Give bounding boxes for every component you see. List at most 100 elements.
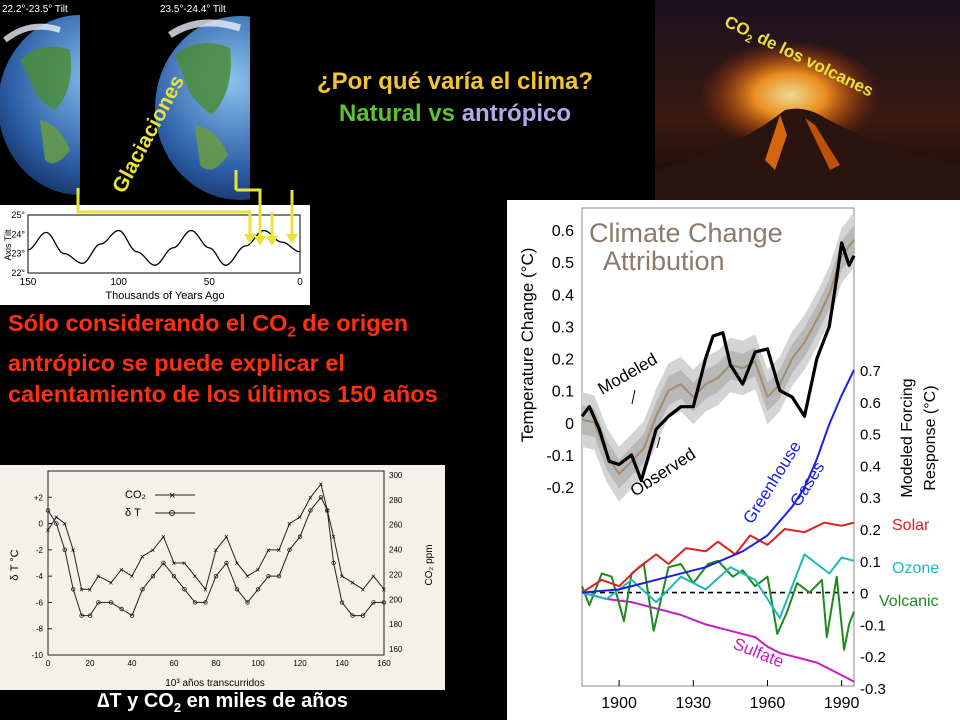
vostok-legend: CO₂ × δ T — [125, 489, 195, 519]
attribution-series-sulfate — [581, 591, 855, 683]
vostok-point-co2: × — [88, 585, 93, 594]
vostok-point-co2: × — [140, 552, 145, 561]
vostok-legend-dt: δ T — [125, 507, 141, 519]
vostok-point-co2: × — [96, 572, 101, 581]
vostok-point-co2: × — [382, 585, 387, 594]
vostok-point-dt — [266, 573, 271, 579]
vostok-series-co2 — [47, 482, 385, 591]
attribution-y2label-1: Modeled Forcing — [899, 378, 916, 497]
vostok-point-co2: × — [119, 566, 124, 575]
vostok-point-dt — [54, 521, 59, 526]
vostok-ylabel: δ T °C — [9, 549, 21, 580]
vostok-xtick: 40 — [128, 659, 137, 668]
axis-tilt-ytick: 22° — [11, 268, 25, 278]
attribution-xtick: 1990 — [824, 695, 860, 712]
vostok-point-co2: × — [161, 533, 166, 542]
attribution-series-solar — [581, 521, 855, 594]
svg-text:×: × — [169, 490, 175, 502]
vostok-point-co2: × — [54, 513, 59, 522]
vostok-point-dt — [203, 600, 208, 605]
attribution-y2tick: -0.3 — [860, 681, 886, 698]
vostok-point-co2: × — [172, 559, 177, 568]
vostok-point-co2: × — [46, 526, 51, 535]
axis-tilt-xtick: 150 — [20, 277, 37, 288]
vostok-xtick: 20 — [86, 659, 95, 668]
attribution-series-modeled — [581, 238, 855, 476]
annotation-solar: Solar — [892, 517, 930, 534]
vostok-point-dt — [276, 573, 282, 579]
vostok-ytick: 0 — [39, 520, 44, 529]
attribution-y2tick: 0.3 — [860, 490, 881, 507]
vostok-point-dt — [331, 560, 336, 566]
vostok-point-co2: × — [277, 546, 282, 555]
axis-tilt-ytick: 25° — [11, 210, 25, 220]
climate-attribution-chart: Climate Change Attribution Temperature C… — [507, 200, 960, 720]
vostok-point-co2: × — [350, 579, 355, 588]
vostok-point-co2: × — [71, 546, 76, 555]
vostok-point-dt — [62, 547, 68, 553]
vostok-point-dt — [140, 587, 145, 592]
vostok-point-co2: × — [130, 572, 135, 581]
vostok-point-dt — [108, 600, 114, 605]
vostok-y2tick: 240 — [389, 546, 403, 555]
axis-tilt-xtick: 0 — [297, 277, 303, 288]
vostok-point-dt — [150, 573, 156, 579]
vostok-point-co2: × — [325, 506, 330, 515]
vostok-point-dt — [297, 534, 303, 539]
vostok-point-dt — [129, 613, 135, 618]
attribution-ytick: -0.2 — [546, 480, 574, 497]
vostok-point-co2: × — [224, 533, 229, 542]
vostok-point-dt — [339, 600, 345, 605]
vostok-point-co2: × — [371, 572, 376, 581]
attribution-y2tick: 0 — [860, 586, 868, 603]
attribution-series-greenhouse-gases — [581, 369, 855, 594]
vostok-xtick: 160 — [377, 659, 391, 668]
vostok-point-co2: × — [151, 546, 156, 555]
vostok-point-co2: × — [182, 559, 187, 568]
vostok-xtick: 100 — [251, 659, 265, 668]
vostok-point-dt — [171, 573, 177, 579]
vostok-point-dt — [119, 606, 124, 612]
modeled-uncertainty-band-inner — [582, 225, 854, 489]
vostok-point-co2: × — [340, 572, 345, 581]
vostok-point-dt — [213, 573, 219, 579]
vostok-point-co2: × — [331, 533, 336, 542]
attribution-ytick: 0.4 — [552, 287, 574, 304]
vostok-point-dt — [255, 587, 261, 592]
vostok-point-dt — [96, 600, 101, 605]
axis-tilt-xtick: 50 — [204, 277, 216, 288]
attribution-y2tick: 0.6 — [860, 395, 881, 412]
attribution-y2tick: -0.2 — [860, 649, 886, 666]
attribution-xtick: 1930 — [675, 695, 711, 712]
right-globe-tilt-label: 23.5°-24.4° Tilt — [160, 4, 226, 15]
vostok-xtick: 80 — [212, 659, 221, 668]
title-natural: Natural — [338, 100, 422, 127]
vostok-point-dt — [308, 508, 313, 513]
vostok-point-co2: × — [319, 480, 324, 489]
vostok-point-dt — [234, 587, 240, 592]
attribution-series-observed — [580, 241, 856, 483]
vostok-point-co2: × — [235, 559, 240, 568]
vostok-ytick: -2 — [36, 546, 44, 555]
page-title: ¿Por qué varía el clima? Natural vs antr… — [240, 66, 670, 130]
vostok-point-co2: × — [62, 520, 67, 529]
vostok-point-co2: × — [361, 585, 366, 594]
attribution-ytick: 0.2 — [552, 352, 574, 369]
vostok-point-dt — [182, 587, 187, 592]
attribution-ytick: -0.1 — [546, 448, 574, 465]
attribution-ytick: 0 — [565, 416, 574, 433]
title-line-2: Natural vs antrópico — [240, 98, 670, 130]
vostok-y2tick: 200 — [389, 595, 403, 604]
vostok-y2tick: 260 — [389, 521, 403, 530]
vostok-point-dt — [79, 613, 84, 618]
vostok-xtick: 120 — [293, 659, 307, 668]
vostok-point-co2: × — [109, 579, 114, 588]
vostok-xtick: 140 — [335, 659, 349, 668]
vostok-point-co2: × — [256, 566, 261, 575]
attribution-y2tick: 0.2 — [860, 522, 881, 539]
vostok-point-dt — [245, 600, 250, 605]
volcano-image — [655, 0, 960, 200]
vostok-point-co2: × — [287, 520, 292, 529]
globe-connector-lines — [76, 170, 298, 246]
vostok-y2tick: 180 — [389, 620, 403, 629]
